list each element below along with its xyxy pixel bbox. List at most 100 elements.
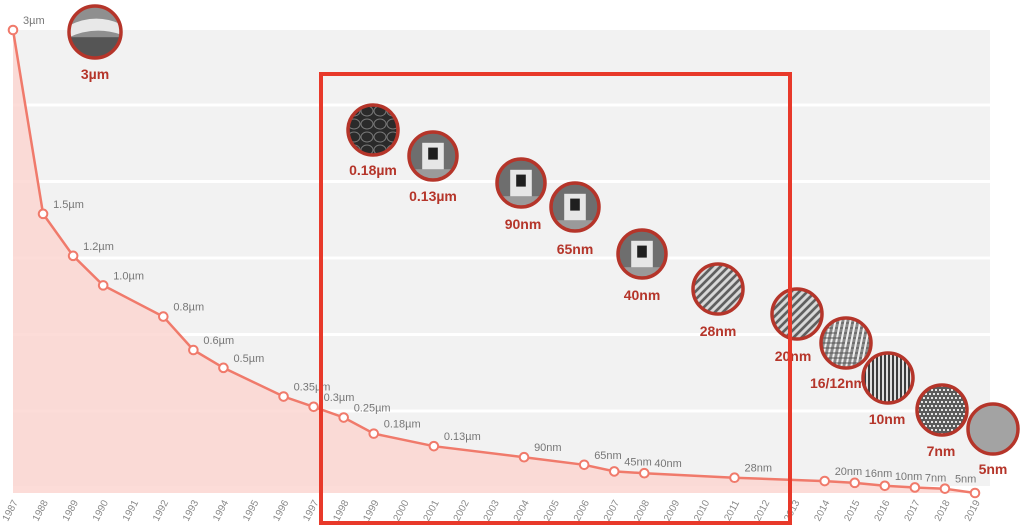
process-node-label: 3µm: [81, 66, 109, 82]
data-point-2016: [879, 480, 891, 492]
data-label-2015: 16nm: [865, 468, 893, 480]
process-node-label: 28nm: [700, 323, 737, 339]
process-node-2: 0.13µm: [407, 130, 459, 204]
data-label-2014: 20nm: [835, 466, 863, 478]
data-label-2007: 45nm: [624, 456, 652, 468]
x-tick-1992: 1992: [151, 498, 171, 523]
data-label-1989: 1.2µm: [83, 241, 114, 253]
x-tick-2015: 2015: [842, 498, 862, 523]
data-point-2006: [578, 459, 590, 471]
highlight-box: [319, 72, 792, 525]
process-node-label: 65nm: [557, 241, 594, 257]
x-tick-2016: 2016: [873, 498, 893, 523]
x-tick-2003: 2003: [482, 498, 502, 523]
process-node-label: 7nm: [927, 443, 956, 459]
x-tick-1997: 1997: [301, 498, 321, 523]
node-ring: [346, 103, 400, 157]
process-node-9: 10nm: [861, 351, 915, 427]
x-tick-1996: 1996: [271, 498, 291, 523]
data-label-2001: 0.13µm: [444, 431, 481, 443]
process-node-8: 16/12nm: [810, 316, 873, 391]
node-ring: [549, 181, 601, 233]
process-node-label: 16/12nm: [810, 375, 866, 391]
data-label-2017: 7nm: [925, 472, 946, 484]
x-tick-2006: 2006: [572, 498, 592, 523]
x-tick-1995: 1995: [241, 498, 261, 523]
x-tick-2005: 2005: [542, 498, 562, 523]
process-node-label: 0.13µm: [409, 188, 457, 204]
area-fill-path: [13, 30, 975, 493]
node-ring: [495, 157, 547, 209]
x-tick-2009: 2009: [662, 498, 682, 523]
data-point-1992: [158, 311, 169, 322]
node-ring: [770, 287, 824, 341]
data-point-2019: [969, 487, 981, 499]
data-point-2007: [608, 466, 620, 477]
process-node-label: 10nm: [869, 411, 906, 427]
data-point-1997: [308, 401, 319, 413]
x-tick-1999: 1999: [361, 498, 381, 523]
x-tick-2002: 2002: [452, 498, 472, 523]
data-label-2004: 90nm: [534, 442, 562, 454]
x-tick-2013: 2013: [782, 498, 802, 523]
x-tick-2004: 2004: [512, 498, 532, 523]
data-label-1998: 0.25µm: [354, 403, 391, 415]
x-tick-1989: 1989: [61, 498, 81, 523]
process-node-label: 0.18µm: [349, 162, 397, 178]
node-ring: [67, 4, 123, 60]
x-tick-2011: 2011: [722, 498, 742, 523]
x-tick-2010: 2010: [692, 498, 712, 523]
process-node-4: 65nm: [549, 181, 601, 257]
grid-band: [13, 30, 990, 104]
process-node-11: 5nm: [966, 402, 1020, 477]
data-point-2001: [428, 440, 440, 452]
x-tick-1991: 1991: [121, 498, 141, 523]
data-point-1990: [97, 280, 109, 291]
process-node-label: 40nm: [624, 287, 661, 303]
data-point-1993: [188, 344, 199, 356]
data-label-2018: 5nm: [955, 474, 976, 486]
x-axis-tick-labels: 1987 1988 1989 1990 1991 1992 1993 1994 1995 1996…: [1, 498, 983, 523]
data-label-2006: 65nm: [594, 450, 622, 462]
x-tick-1990: 1990: [91, 498, 111, 523]
data-point-1996: [278, 391, 289, 402]
process-node-label: 5nm: [979, 461, 1008, 477]
node-ring: [861, 351, 915, 405]
data-labels: 3µm1.5µm1.2µm1.0µm0.8µm0.6µm0.5µm0.35µm0…: [23, 15, 976, 486]
data-point-1989: [67, 250, 79, 262]
data-label-1997: 0.3µm: [324, 392, 355, 404]
x-tick-1994: 1994: [211, 498, 231, 523]
x-tick-2018: 2018: [933, 498, 953, 523]
node-ring: [915, 383, 969, 437]
x-tick-2008: 2008: [632, 498, 652, 523]
data-point-2004: [518, 451, 530, 463]
data-point-2018: [939, 483, 951, 494]
x-tick-2000: 2000: [392, 498, 412, 523]
data-label-2016: 10nm: [895, 471, 923, 483]
process-node-5: 40nm: [616, 228, 668, 303]
node-ring: [407, 130, 459, 182]
data-label-1988: 1.5µm: [53, 199, 84, 211]
x-tick-2014: 2014: [812, 498, 832, 523]
data-points: [7, 24, 981, 499]
data-point-1988: [37, 208, 49, 220]
data-point-2008: [639, 467, 650, 479]
node-ring: [616, 228, 668, 280]
x-tick-2007: 2007: [602, 498, 622, 523]
data-point-1994: [218, 362, 229, 374]
x-tick-2012: 2012: [752, 498, 772, 523]
highlight-box-layer: [319, 72, 792, 525]
process-node-3: 90nm: [495, 157, 547, 232]
data-label-1987: 3µm: [23, 15, 45, 27]
data-point-2017: [909, 482, 921, 493]
x-tick-1993: 1993: [181, 498, 201, 523]
node-ring: [819, 316, 873, 370]
data-label-1992: 0.8µm: [173, 302, 204, 314]
process-node-label: 90nm: [505, 216, 542, 232]
x-tick-2017: 2017: [903, 498, 923, 523]
x-tick-1998: 1998: [331, 498, 351, 523]
data-point-1998: [338, 412, 349, 423]
data-point-2011: [729, 472, 740, 484]
node-ring: [966, 402, 1020, 456]
